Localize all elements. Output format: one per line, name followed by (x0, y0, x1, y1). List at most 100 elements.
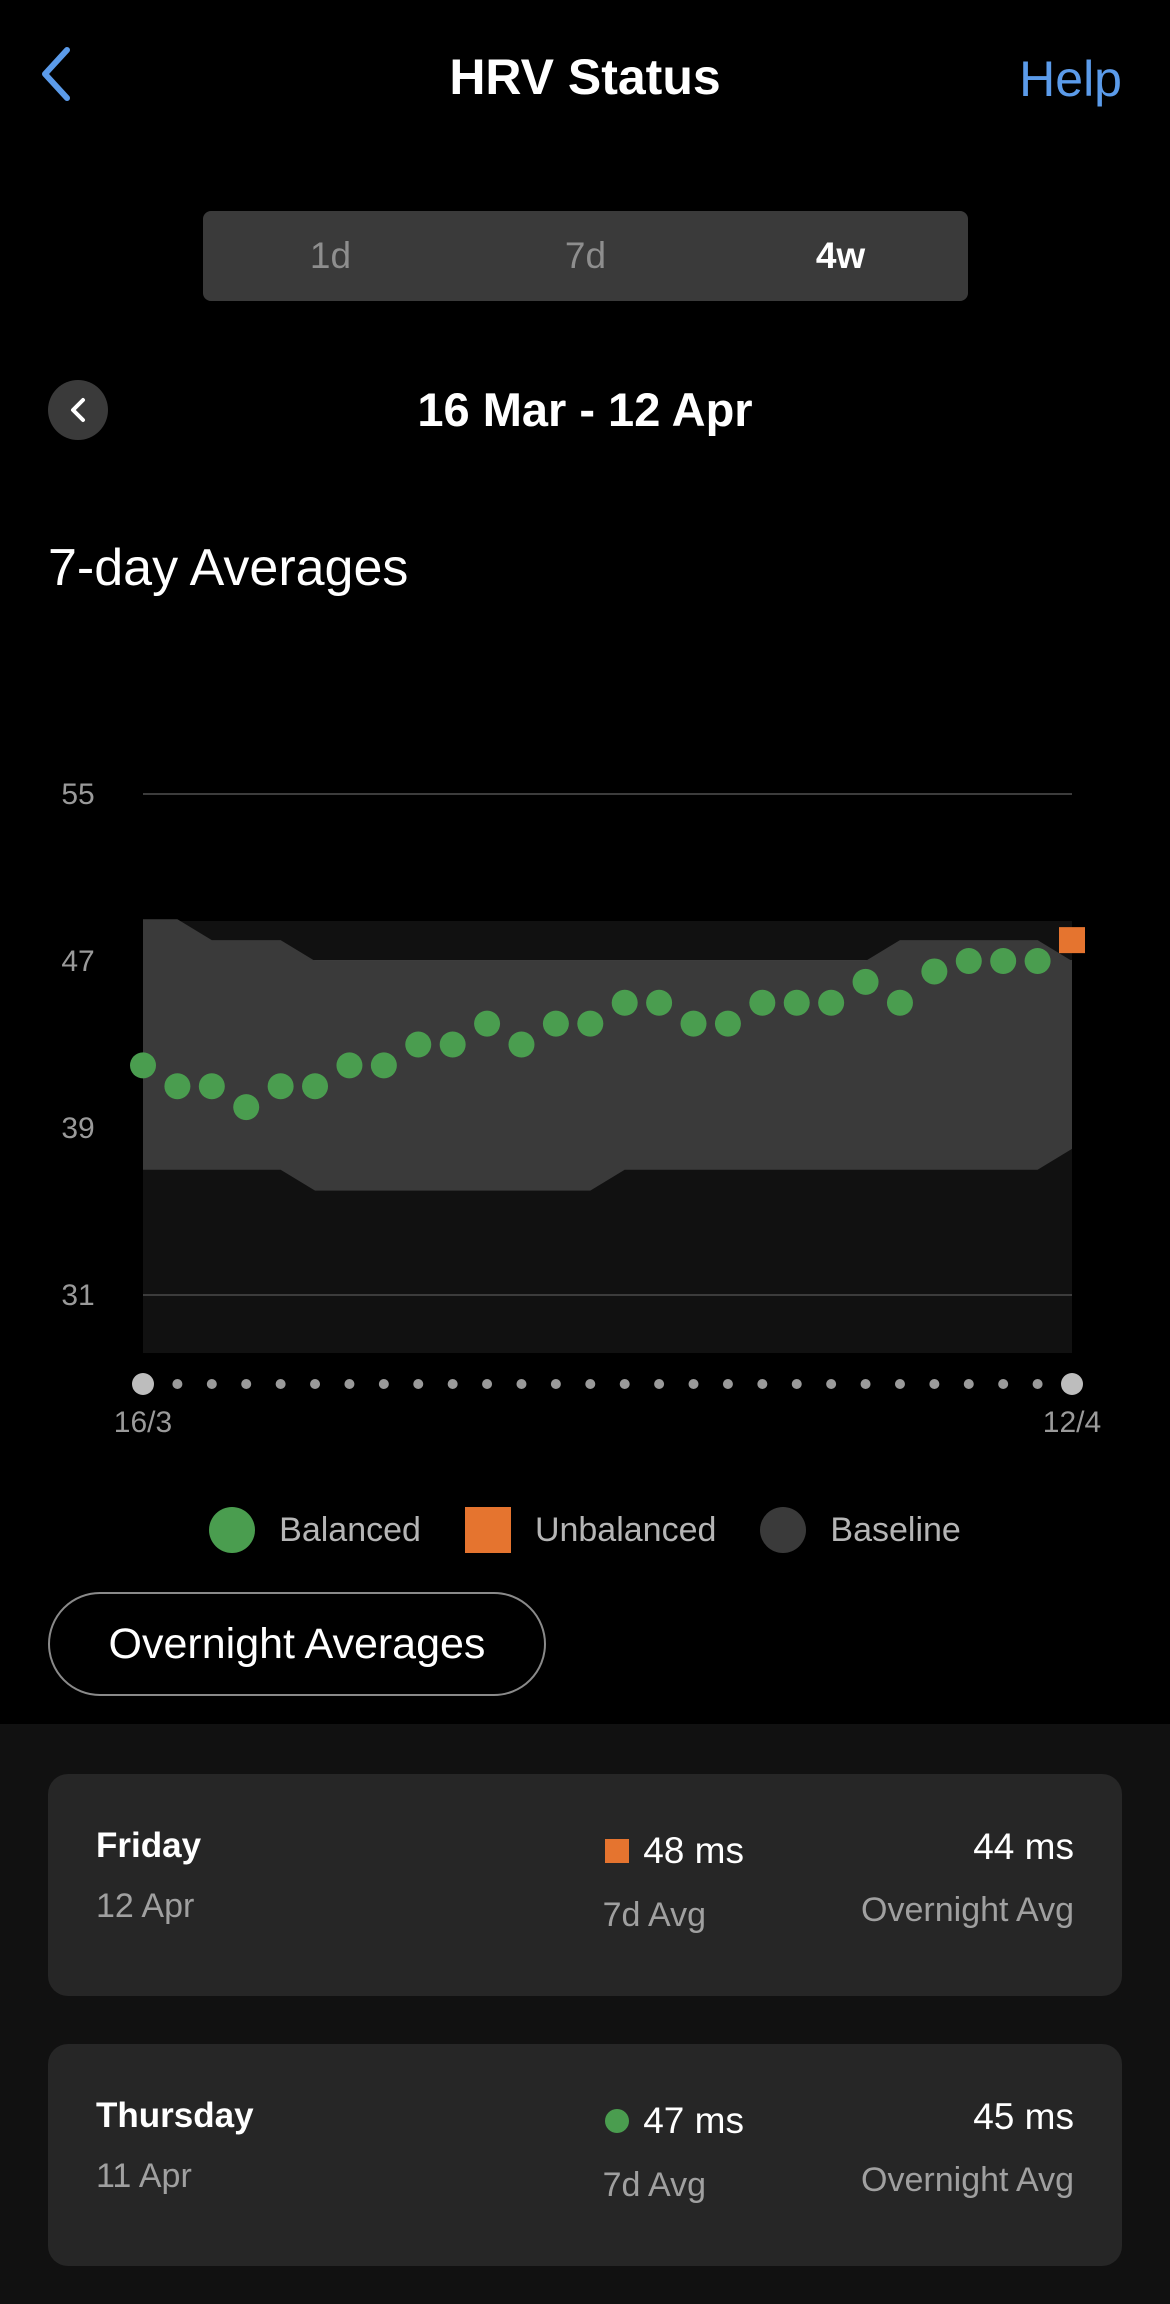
entry-7d-avg: 47 ms (605, 2100, 744, 2142)
balanced-marker (605, 2109, 630, 2133)
data-point-balanced (577, 1010, 604, 1037)
baseline-band (143, 919, 1072, 1191)
hrv-chart: 55 47 39 31 16/3 12/4 (61, 778, 1101, 1439)
entries-list: Friday 12 Apr 48 ms 7d Avg 44 ms Overnig… (0, 1724, 1170, 2304)
entry-card[interactable]: Friday 12 Apr 48 ms 7d Avg 44 ms Overnig… (48, 1774, 1122, 1996)
legend-label: Unbalanced (534, 1510, 717, 1549)
data-point-unbalanced (1059, 927, 1085, 954)
unbalanced-marker (464, 1507, 511, 1553)
tab-7d[interactable]: 7d (564, 235, 607, 276)
entry-card[interactable]: Thursday 11 Apr 47 ms 7d Avg 45 ms Overn… (48, 2044, 1122, 2266)
x-axis-day-marker (1032, 1379, 1043, 1389)
tab-4w[interactable]: 4w (815, 235, 866, 276)
back-button[interactable] (36, 44, 76, 104)
data-point-balanced (405, 1031, 432, 1058)
data-point-balanced (990, 948, 1017, 974)
x-axis-day-marker (929, 1379, 940, 1389)
x-axis-day-marker (172, 1379, 183, 1389)
legend-baseline: Baseline (760, 1507, 961, 1553)
legend-label: Balanced (279, 1510, 421, 1549)
entry-7d-avg-value: 48 ms (643, 1830, 744, 1871)
legend-label: Baseline (830, 1510, 961, 1549)
x-axis-day-marker (894, 1379, 905, 1389)
x-axis-day-marker (241, 1379, 252, 1389)
entry-7d-avg-label: 7d Avg (602, 1896, 706, 1934)
entry-7d-avg: 48 ms (605, 1830, 744, 1872)
chart-legend: Balanced Unbalanced Baseline (0, 1500, 1170, 1560)
legend-balanced: Balanced (209, 1507, 421, 1553)
data-point-balanced (921, 958, 948, 985)
x-axis-day-marker (963, 1379, 974, 1389)
x-axis-day-marker (275, 1379, 286, 1389)
x-axis-day-marker (550, 1379, 561, 1389)
data-point-balanced (370, 1052, 397, 1079)
balanced-marker (209, 1507, 256, 1553)
entry-day: Thursday (96, 2096, 254, 2135)
data-point-balanced (714, 1010, 741, 1037)
data-point-balanced (1024, 948, 1051, 974)
data-point-balanced (886, 989, 913, 1016)
data-point-balanced (474, 1010, 501, 1037)
entry-overnight-avg-label: Overnight Avg (861, 2161, 1074, 2199)
data-point-balanced (130, 1052, 156, 1079)
data-point-balanced (198, 1073, 225, 1100)
section-title: 7-day Averages (48, 539, 409, 597)
data-point-balanced (233, 1094, 260, 1121)
date-range-label: 16 Mar - 12 Apr (417, 383, 753, 436)
help-link[interactable]: Help (1019, 51, 1122, 107)
baseline-marker (760, 1507, 807, 1553)
data-point-balanced (267, 1073, 294, 1100)
overnight-averages-button[interactable]: Overnight Averages (48, 1592, 546, 1696)
y-tick-label: 55 (61, 778, 94, 811)
x-axis-end-marker (132, 1373, 154, 1395)
entry-overnight-avg-label: Overnight Avg (861, 1891, 1074, 1929)
x-axis-day-marker (791, 1379, 802, 1389)
chevron-left-icon (71, 398, 85, 422)
x-axis-day-marker (654, 1379, 665, 1389)
chevron-left-icon (42, 47, 70, 101)
x-axis-day-marker (206, 1379, 217, 1389)
data-point-balanced (302, 1073, 329, 1100)
x-axis-day-marker (378, 1379, 389, 1389)
data-point-balanced (611, 989, 638, 1016)
data-point-balanced (439, 1031, 466, 1058)
tab-1d[interactable]: 1d (309, 235, 352, 276)
x-axis-day-marker (998, 1379, 1009, 1389)
y-tick-label: 39 (61, 1112, 94, 1145)
entry-day: Friday (96, 1826, 202, 1865)
data-point-balanced (852, 968, 879, 995)
entry-7d-avg-label: 7d Avg (602, 2166, 706, 2204)
x-axis-day-marker (413, 1379, 424, 1389)
page-title: HRV Status (449, 49, 721, 105)
y-tick-label: 31 (61, 1279, 94, 1312)
legend-unbalanced: Unbalanced (464, 1507, 717, 1553)
x-axis-end-marker (1061, 1373, 1083, 1395)
data-point-balanced (749, 989, 776, 1016)
data-point-balanced (818, 989, 845, 1016)
x-axis-day-marker (310, 1379, 321, 1389)
y-tick-label: 47 (61, 945, 94, 978)
x-axis-day-marker (447, 1379, 458, 1389)
entry-overnight-avg-value: 45 ms (973, 2096, 1074, 2137)
x-axis-day-marker (619, 1379, 630, 1389)
entry-7d-avg-value: 47 ms (643, 2100, 744, 2141)
x-axis-day-marker (826, 1379, 837, 1389)
entry-date: 11 Apr (96, 2157, 192, 2195)
x-axis-day-marker (516, 1379, 527, 1389)
data-point-balanced (164, 1073, 191, 1100)
x-axis-day-marker (722, 1379, 733, 1389)
x-axis-day-marker (585, 1379, 596, 1389)
x-axis-day-marker (860, 1379, 871, 1389)
x-axis-day-marker (688, 1379, 699, 1389)
data-point-balanced (680, 1010, 707, 1037)
x-axis-day-marker (482, 1379, 493, 1389)
previous-range-button[interactable] (48, 380, 108, 440)
data-point-balanced (508, 1031, 535, 1058)
data-point-balanced (542, 1010, 569, 1037)
data-point-balanced (783, 989, 810, 1016)
x-tick-label: 12/4 (1043, 1406, 1101, 1439)
unbalanced-marker (605, 1839, 630, 1863)
data-point-balanced (336, 1052, 363, 1079)
x-tick-label: 16/3 (114, 1406, 172, 1439)
x-axis-day-marker (344, 1379, 355, 1389)
